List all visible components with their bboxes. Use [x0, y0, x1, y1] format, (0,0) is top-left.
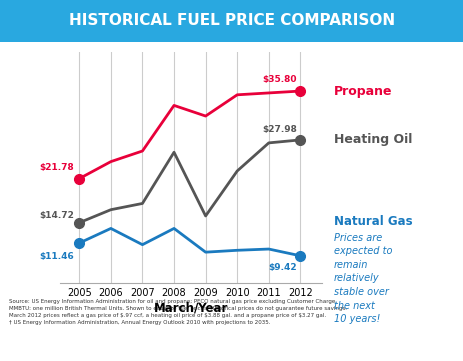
Text: $9.42: $9.42: [268, 263, 297, 272]
Text: $11.46: $11.46: [40, 252, 75, 261]
Text: $14.72: $14.72: [39, 210, 75, 219]
Text: Source: US Energy Information Administration for oil and propane; PECO natural g: Source: US Energy Information Administra…: [9, 299, 346, 325]
Text: $35.80: $35.80: [262, 75, 297, 83]
Text: Heating Oil: Heating Oil: [333, 134, 411, 147]
X-axis label: March/Year: March/Year: [154, 302, 228, 315]
Text: Prices are
expected to
remain
relatively
stable over
the next
10 years!: Prices are expected to remain relatively…: [333, 233, 391, 324]
Text: Natural Gas: Natural Gas: [333, 215, 412, 228]
Text: HISTORICAL FUEL PRICE COMPARISON: HISTORICAL FUEL PRICE COMPARISON: [69, 13, 394, 28]
Text: $27.98: $27.98: [262, 125, 297, 134]
Text: $21.78: $21.78: [40, 164, 75, 172]
Text: Propane: Propane: [333, 84, 391, 97]
